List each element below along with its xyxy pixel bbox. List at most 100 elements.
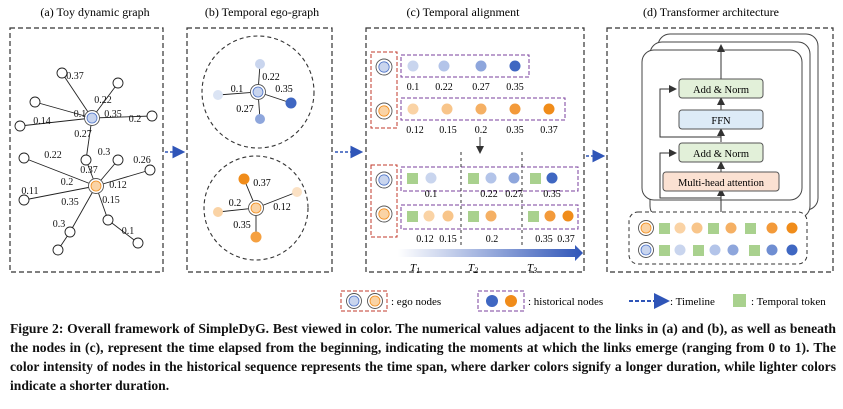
timeline-bar [398, 245, 583, 261]
add-norm-bottom-block [678, 142, 764, 163]
timeline-labels: T1 T2 T3 [410, 262, 537, 275]
ego-node-blue-b [250, 84, 266, 100]
panel-a-frame [9, 27, 164, 273]
ego-graph-bottom-circle [203, 155, 309, 261]
aligned1-node-3 [508, 172, 520, 184]
svg-text:0.35: 0.35 [61, 197, 79, 208]
svg-text:0.2: 0.2 [475, 125, 488, 136]
toy-graph-time-labels: 0.37 0.22 0.1 0.35 0.2 0.14 0.27 0.3 0.2… [21, 71, 150, 237]
legend-historical-blue [486, 295, 498, 307]
svg-text:0.1: 0.1 [231, 84, 244, 95]
add-norm-top-block [678, 78, 764, 99]
seq2-node-4 [509, 103, 521, 115]
aligned-seq-2 [400, 204, 579, 230]
hist-node-top-1 [255, 59, 265, 69]
svg-text:0.1: 0.1 [407, 82, 420, 93]
svg-text:0.15: 0.15 [102, 195, 120, 206]
temporal-token [528, 211, 539, 222]
svg-text:0.14: 0.14 [33, 116, 51, 127]
input-row-1 [659, 222, 798, 234]
figure-caption: Figure 2: Overall framework of SimpleDyG… [10, 321, 836, 393]
svg-text:0.22: 0.22 [44, 150, 62, 161]
svg-text:0.27: 0.27 [74, 129, 92, 140]
aligned2-labels: 0.12 0.15 0.2 0.35 0.37 [416, 234, 575, 245]
seq2-node-5 [543, 103, 555, 115]
svg-text:0.1: 0.1 [425, 189, 438, 200]
svg-text:T3: T3 [527, 262, 537, 275]
input-row-2 [659, 244, 798, 256]
svg-text:0.26: 0.26 [133, 155, 151, 166]
svg-text:0.12: 0.12 [109, 180, 127, 191]
toy-graph-nodes [14, 67, 158, 256]
hist-node-bottom-3 [292, 187, 302, 197]
seq1-node-3 [475, 60, 487, 72]
ego-node-blue-c2 [375, 171, 393, 189]
history-seq-1 [400, 54, 530, 78]
add-norm-bottom-label: Add & Norm [693, 149, 749, 160]
svg-text:0.35: 0.35 [506, 125, 524, 136]
aligned-seq-1 [400, 166, 579, 192]
residual-path-1 [659, 149, 721, 199]
panel-b-frame [186, 27, 333, 273]
legend-historical-box [477, 290, 525, 312]
panel-c-title: (c) Temporal alignment [407, 5, 521, 19]
legend-token-square [733, 294, 746, 307]
aligned1-node-1 [425, 172, 437, 184]
framework-figure: (a) Toy dynamic graph (b) Temporal ego-g… [9, 5, 834, 312]
svg-text:0.3: 0.3 [98, 147, 111, 158]
svg-text:0.35: 0.35 [104, 109, 122, 120]
svg-text:0.27: 0.27 [505, 189, 523, 200]
seq1-node-2 [438, 60, 450, 72]
ego-node-blue-a [84, 110, 100, 126]
svg-text:0.37: 0.37 [253, 178, 271, 189]
panel-d-frame [606, 27, 834, 273]
svg-text:0.15: 0.15 [439, 125, 457, 136]
panel-a-title: (a) Toy dynamic graph [40, 5, 149, 19]
ego-column-top [370, 51, 398, 129]
svg-text:0.2: 0.2 [229, 198, 242, 209]
input-ego-node-orange [638, 220, 654, 236]
ego-bottom-labels: 0.37 0.2 0.12 0.35 [229, 178, 291, 231]
svg-text:0.35: 0.35 [233, 220, 251, 231]
legend-ego-label: : ego nodes [391, 296, 441, 308]
legend-historical-orange [505, 295, 517, 307]
ffn-block [678, 109, 764, 130]
ffn-label: FFN [711, 116, 731, 127]
hist-node-bottom-1 [238, 173, 250, 185]
seq2-node-3 [475, 103, 487, 115]
svg-text:0.35: 0.35 [543, 189, 561, 200]
ego-column-bottom [370, 164, 398, 238]
temporal-token [530, 173, 541, 184]
svg-text:0.1: 0.1 [122, 226, 135, 237]
history-seq-2 [400, 97, 566, 121]
svg-text:0.12: 0.12 [406, 125, 424, 136]
svg-text:0.22: 0.22 [480, 189, 498, 200]
svg-text:0.22: 0.22 [262, 72, 280, 83]
svg-text:0.12: 0.12 [416, 234, 434, 245]
aligned1-labels: 0.1 0.22 0.27 0.35 [425, 189, 561, 200]
svg-text:T1: T1 [410, 262, 420, 275]
svg-text:0.22: 0.22 [94, 95, 112, 106]
ego-node-orange-c2 [375, 205, 393, 223]
svg-text:0.2: 0.2 [486, 234, 499, 245]
svg-text:0.15: 0.15 [439, 234, 457, 245]
svg-text:0.37: 0.37 [557, 234, 575, 245]
hist-node-bottom-2 [213, 207, 223, 217]
hist-node-top-3 [285, 97, 297, 109]
svg-text:0.35: 0.35 [535, 234, 553, 245]
panel-c-frame [365, 27, 585, 273]
ego-node-blue-c1 [375, 58, 393, 76]
svg-text:T2: T2 [468, 262, 478, 275]
svg-text:0.37: 0.37 [80, 165, 98, 176]
svg-text:0.35: 0.35 [506, 82, 524, 93]
ego-graph-top-circle [201, 35, 315, 149]
panel-d-title: (d) Transformer architecture [643, 5, 779, 19]
seq1-labels: 0.1 0.22 0.27 0.35 [407, 82, 524, 93]
legend-ego-box [340, 290, 388, 312]
aligned1-node-4 [546, 172, 558, 184]
legend-ego-orange [367, 293, 383, 309]
svg-text:0.27: 0.27 [472, 82, 490, 93]
temporal-token [468, 173, 479, 184]
aligned1-node-2 [485, 172, 497, 184]
seq1-node-1 [407, 60, 419, 72]
